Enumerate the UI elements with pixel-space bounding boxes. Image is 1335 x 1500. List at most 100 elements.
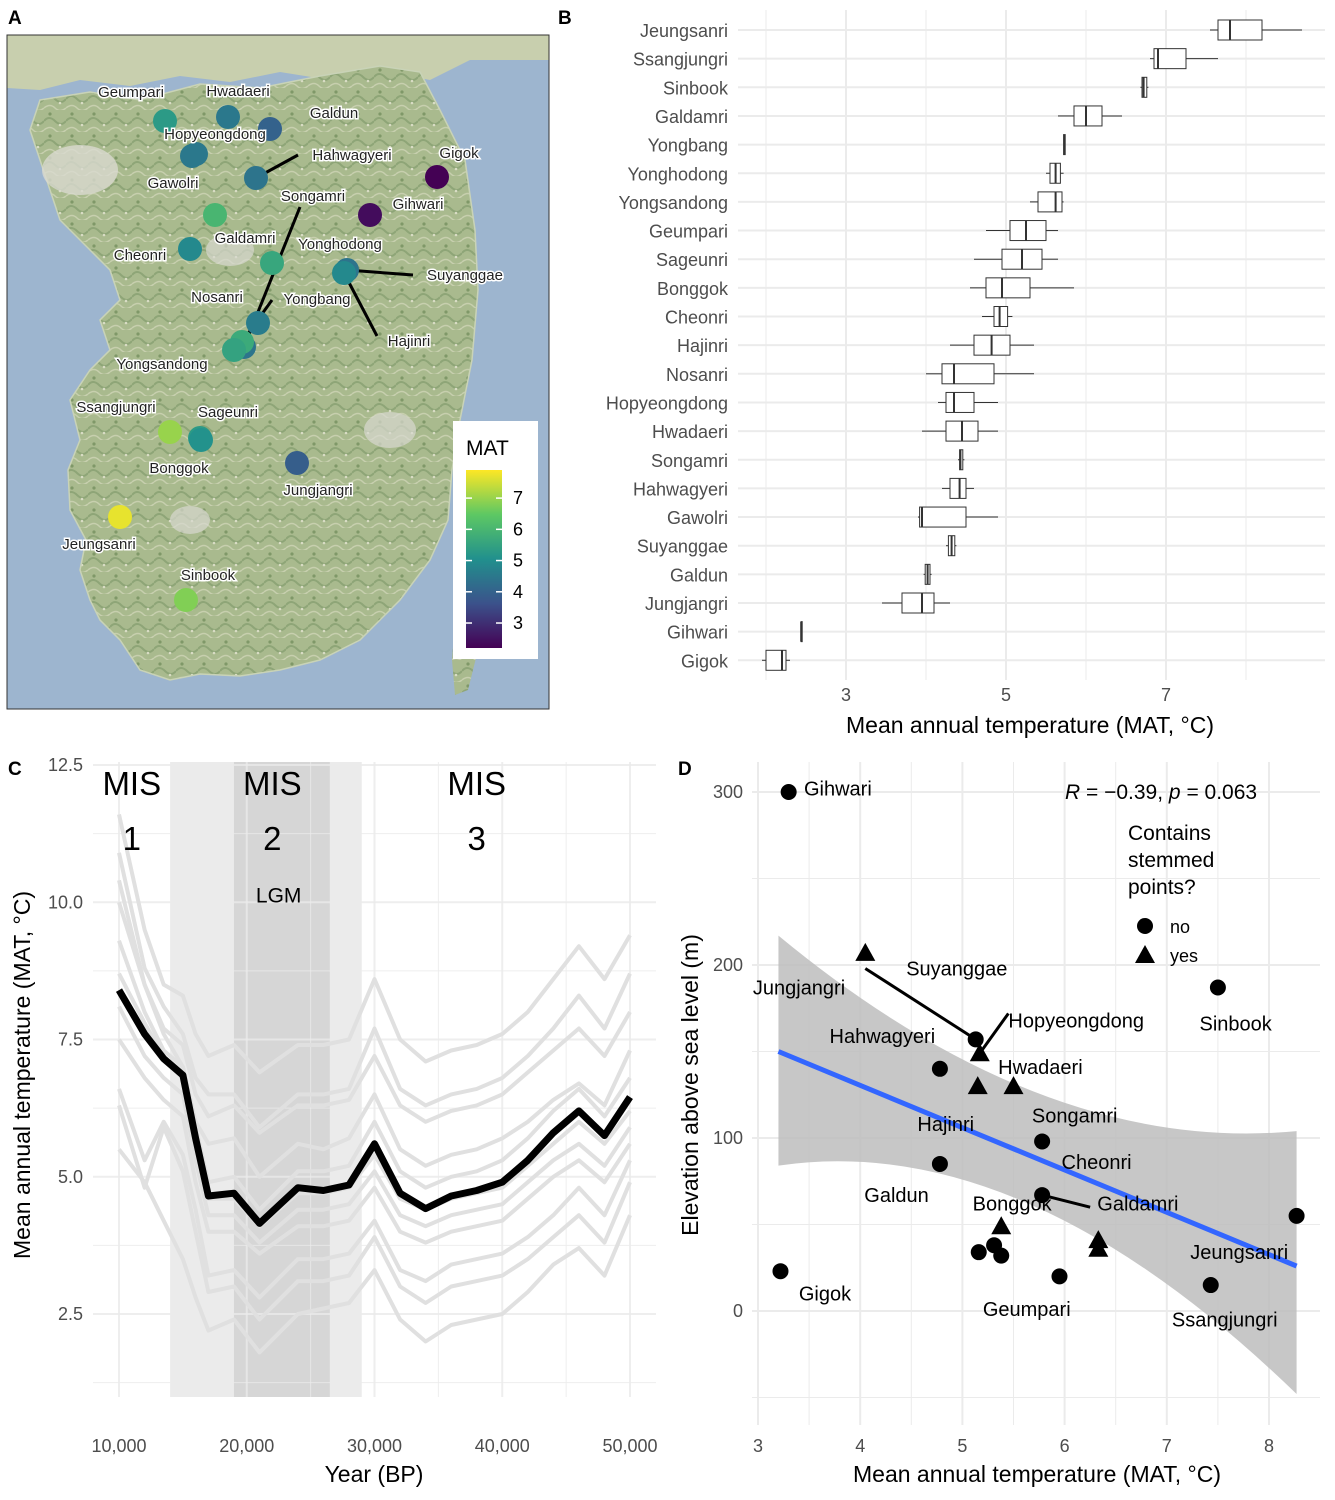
map-site-label: Geumpari [98,84,164,101]
map-colorbar-label: 4 [513,582,523,602]
d-x-tick-label: 5 [957,1436,967,1456]
map-site-label: Suyanggae [427,267,503,284]
c-annotation: MIS [102,765,161,802]
map-site-label: Gihwari [393,196,444,213]
map-site-label: Nosanri [191,289,243,306]
d-legend-title-line3: points? [1128,876,1196,899]
b-site-label: Yongbang [648,136,728,156]
d-fit-line [777,1049,1298,1269]
d-legend-triangle-marker [1135,945,1155,963]
d-point-label: Gihwari [804,778,872,800]
b-site-labels: Jeungsanri Ssangjungri Sinbook Galdamri Yong… [606,21,729,671]
d-point-label: Hopyeongdong [1008,1010,1144,1032]
map-border [6,34,550,710]
map-site-marker [178,237,202,261]
map-site-label: Bonggok [149,460,209,477]
b-box [1009,220,1047,242]
d-point-label: Hahwagyeri [830,1026,936,1048]
d-point-label: Galdun [864,1185,929,1207]
map-site-marker [158,420,182,444]
d-x-ticks: 3 4 5 6 7 8 [753,1436,1274,1456]
map-site-marker [358,203,382,227]
c-site-line [117,1038,632,1256]
c-mean-line [115,988,633,1227]
map-colorbar-label: 6 [513,519,523,539]
d-point-circle [1051,1268,1068,1285]
b-box [1217,19,1263,41]
b-box [993,306,1009,327]
b-box [945,391,975,413]
d-confidence-band [778,935,1297,1395]
panel-d-scatter: Gihwari Jungjangri Suyanggae Hopyeongdong Ha… [677,762,1320,1487]
map-site-labels: Geumpari Hwadaeri Galdun Hopyeongdong Hahwag… [61,82,505,586]
d-leader-lines [864,967,1091,1209]
b-site-label: Yonghodong [628,164,728,184]
c-annotation: 3 [468,820,486,857]
map-site-marker [260,251,284,275]
map-site-label: Jungjangri [283,482,352,499]
d-point-label: Hajinri [917,1114,974,1136]
panel-letter-a: A [8,8,22,29]
d-point-triangle [991,1216,1012,1235]
map-site-label: Hajinri [388,333,431,350]
d-point-label: Hwadaeri [998,1057,1082,1079]
d-point-circle [1202,1277,1219,1294]
map-site-marker [425,165,449,189]
map-site-label: Sageunri [198,404,258,421]
d-point-circle [1288,1207,1305,1224]
b-box [1073,105,1103,127]
c-x-tick-label: 50,000 [602,1436,657,1456]
b-site-label: Geumpari [649,222,728,242]
c-annotation: MIS [243,765,302,802]
b-site-label: Gigok [681,651,729,671]
c-y-tick-label: 5.0 [58,1167,83,1187]
c-annotation: 1 [123,820,141,857]
d-point-circle [970,1244,987,1261]
c-y-tick-label: 10.0 [48,892,83,912]
panel-c-line-chart: MIS 1 MIS 2 LGM MIS 3 10,000 20,000 30,000 40,000… [9,755,658,1487]
b-site-label: Galdun [670,565,728,585]
map-site-label: Gawolri [148,175,199,192]
b-site-label: Bonggok [657,279,729,299]
map-colorbar-label: 5 [513,551,523,571]
d-point-label: Geumpari [983,1299,1071,1321]
b-box [1037,191,1063,213]
c-y-tick-label: 2.5 [58,1304,83,1324]
b-x-ticks: 3 5 7 [841,685,1171,705]
d-ci-band [778,935,1297,1395]
d-stat-p-value: = 0.063 [1181,781,1257,804]
d-point-circle [780,784,797,800]
d-stat-p: p [1168,781,1181,804]
d-point-circle [931,1060,948,1077]
d-legend-label-yes: yes [1170,946,1198,966]
c-x-ticks: 10,000 20,000 30,000 40,000 50,000 [91,1436,657,1456]
d-y-tick-label: 300 [713,782,743,802]
c-site-line [117,1088,632,1300]
map-urban-area [364,412,416,448]
map-site-marker [258,117,282,141]
d-point-label: Galdamri [1097,1194,1178,1216]
c-y-ticks: 2.5 5.0 7.5 10.0 12.5 [48,755,83,1324]
d-legend-label-no: no [1170,917,1190,937]
panel-b-boxplot: Jeungsanri Ssangjungri Sinbook Galdamri Yong… [606,10,1325,738]
map-site-marker [108,505,132,529]
c-x-tick-label: 20,000 [219,1436,274,1456]
d-point-triangle [969,1043,990,1062]
c-site-line [117,1104,632,1322]
b-site-label: Gihwari [667,623,728,643]
d-stat-r-value: = −0.39, [1080,781,1169,804]
b-boxes [762,19,1302,671]
map-colorbar-label: 3 [513,613,523,633]
map-site-label: Hwadaeri [206,83,269,100]
map-site-label: Sinbook [181,567,236,584]
b-box [985,277,1031,299]
map-site-label: Yongsandong [116,356,207,373]
d-point-label: Cheonri [1062,1152,1132,1174]
d-legend-circle-marker [1137,918,1153,934]
b-box [1153,48,1187,70]
map-site-label: Cheonri [114,247,167,264]
map-site-label: Hahwagyeri [312,147,391,164]
map-site-label: Hopyeongdong [164,126,266,143]
c-site-line [117,879,632,1135]
b-site-label: Jungjangri [645,594,728,614]
